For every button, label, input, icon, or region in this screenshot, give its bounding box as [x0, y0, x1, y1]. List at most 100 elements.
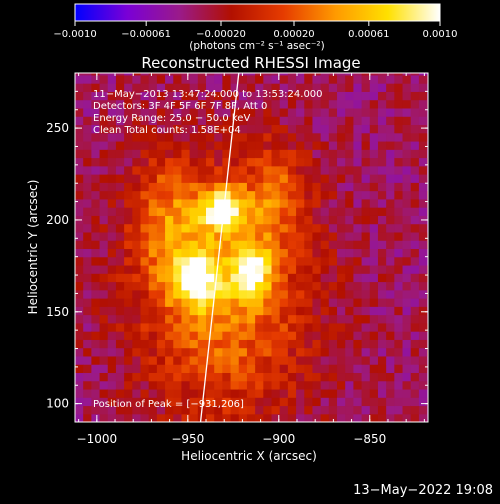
heatmap-cell [255, 322, 264, 332]
heatmap-cell [271, 198, 281, 208]
heatmap-cell [246, 281, 256, 291]
heatmap-cell [328, 380, 338, 390]
heatmap-cell [197, 322, 207, 332]
heatmap-cell [410, 347, 420, 357]
heatmap-cell [402, 132, 412, 142]
heatmap-cell [328, 140, 338, 150]
heatmap-cell [345, 306, 354, 316]
heatmap-cell [132, 298, 142, 307]
heatmap-cell [75, 380, 84, 390]
heatmap-cell [165, 364, 174, 374]
heatmap-cell [271, 380, 281, 390]
heatmap-cell [337, 331, 346, 340]
heatmap-cell [140, 149, 150, 159]
heatmap-cell [189, 256, 199, 266]
heatmap-cell [312, 240, 322, 250]
heatmap-cell [140, 331, 150, 340]
heatmap-cell [402, 240, 412, 250]
heatmap-cell [115, 223, 125, 233]
heatmap-cell [173, 91, 183, 101]
annotation-block: 11−May−2013 13:47:24.000 to 13:53:24.000… [93, 89, 323, 136]
heatmap-cell [402, 289, 412, 299]
heatmap-cell [165, 306, 174, 316]
heatmap-cell [173, 397, 183, 407]
heatmap-cell [287, 116, 297, 126]
heatmap-cell [230, 397, 240, 407]
heatmap-cell [255, 231, 264, 241]
heatmap-cell [263, 182, 273, 192]
heatmap-cell [377, 347, 387, 357]
heatmap-cell [189, 215, 199, 225]
heatmap-cell [271, 405, 281, 415]
heatmap-cell [279, 223, 289, 233]
heatmap-cell [83, 306, 92, 316]
heatmap-cell [287, 174, 297, 183]
heatmap-cell [402, 397, 412, 407]
heatmap-cell [181, 314, 191, 324]
heatmap-cell [107, 380, 117, 390]
heatmap-cell [132, 405, 142, 415]
heatmap-cell [263, 405, 273, 415]
heatmap-cell [353, 99, 363, 109]
heatmap-cell [238, 107, 248, 117]
heatmap-cell [165, 405, 174, 415]
heatmap-cell [140, 306, 150, 316]
heatmap-cell [230, 380, 240, 390]
heatmap-cell [99, 413, 109, 422]
heatmap-cell [132, 157, 142, 167]
heatmap-cell [394, 74, 404, 84]
heatmap-cell [271, 174, 281, 183]
heatmap-cell [99, 149, 109, 159]
heatmap-cell [206, 215, 215, 225]
heatmap-cell [369, 248, 379, 258]
heatmap-cell [402, 157, 412, 167]
heatmap-cell [189, 264, 199, 274]
heatmap-cell [304, 73, 314, 76]
heatmap-cell [287, 83, 297, 92]
heatmap-cell [99, 355, 109, 365]
heatmap-cell [296, 289, 305, 299]
heatmap-cell [132, 273, 142, 283]
heatmap-cell [279, 91, 289, 101]
heatmap-cell [320, 256, 330, 266]
heatmap-cell [83, 322, 92, 332]
heatmap-cell [296, 116, 305, 126]
heatmap-cell [115, 240, 125, 250]
heatmap-cell [107, 248, 117, 258]
heatmap-cell [328, 256, 338, 266]
heatmap-cell [369, 215, 379, 225]
heatmap-cell [402, 182, 412, 192]
heatmap-cell [91, 215, 101, 225]
heatmap-cell [410, 413, 420, 422]
heatmap-cell [124, 306, 133, 316]
heatmap-cell [173, 140, 183, 150]
heatmap-cell [197, 190, 207, 200]
heatmap-cell [296, 207, 305, 216]
heatmap-cell [115, 298, 125, 307]
heatmap-cell [386, 256, 395, 266]
heatmap-cell [75, 355, 84, 365]
heatmap-cell [230, 182, 240, 192]
heatmap-cell [361, 91, 371, 101]
heatmap-cell [75, 124, 84, 134]
heatmap-cell [156, 91, 166, 101]
heatmap-cell [148, 322, 158, 332]
heatmap-cell [394, 339, 404, 349]
heatmap-cell [337, 372, 346, 382]
heatmap-cell [296, 347, 305, 357]
heatmap-cell [304, 298, 314, 307]
heatmap-cell [263, 157, 273, 167]
heatmap-cell [107, 405, 117, 415]
heatmap-cell [246, 73, 256, 76]
heatmap-cell [140, 289, 150, 299]
colorbar-ticks: −0.0010 −0.00061 −0.00020 0.00020 0.00061 0.0… [53, 21, 458, 40]
heatmap-cell [181, 364, 191, 374]
heatmap-cell [165, 397, 174, 407]
heatmap-cell [361, 99, 371, 109]
heatmap-cell [296, 107, 305, 117]
heatmap-cell [410, 165, 420, 175]
heatmap-cell [222, 314, 232, 324]
heatmap-cell [271, 215, 281, 225]
heatmap-cell [206, 306, 215, 316]
heatmap-cell [99, 231, 109, 241]
